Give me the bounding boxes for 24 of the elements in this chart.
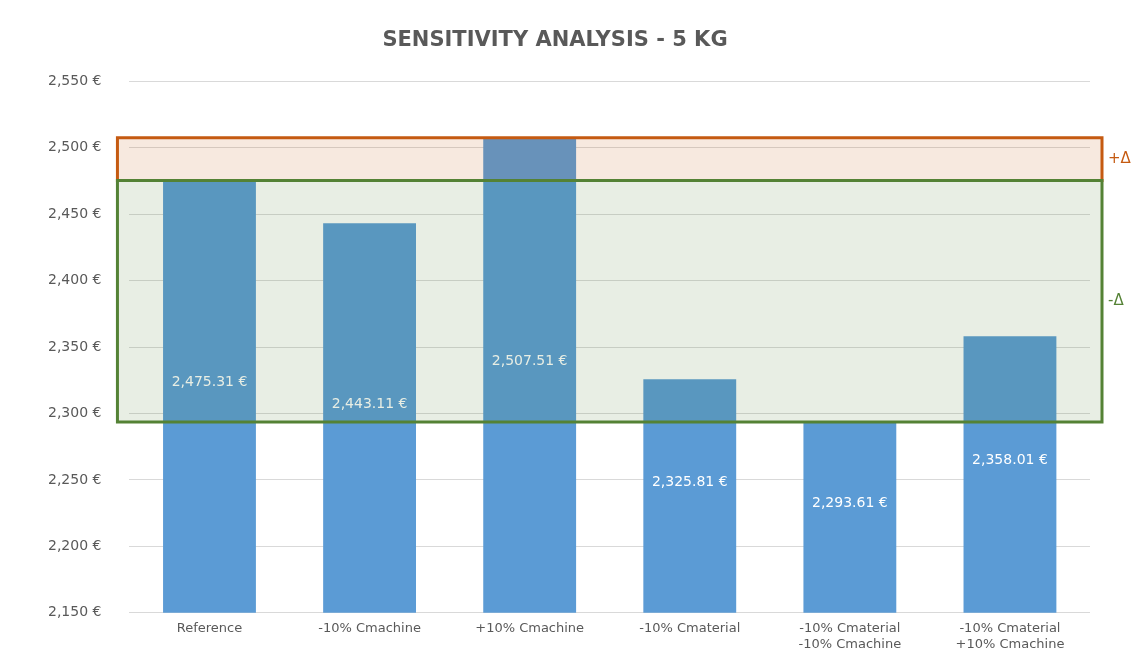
band-label: +Δ — [1108, 148, 1132, 167]
y-tick-label: 2,550 € — [48, 71, 102, 88]
y-tick-label: 2,300 € — [48, 404, 102, 421]
data-label: 2,358.01 € — [972, 451, 1048, 468]
x-tick-label: -10% Cmaterial -10% Cmachine — [798, 619, 902, 651]
x-tick-label: -10% Cmaterial — [639, 619, 741, 635]
y-tick-label: 2,350 € — [48, 337, 102, 354]
data-label: 2,293.61 € — [812, 494, 888, 511]
data-label: 2,325.81 € — [651, 472, 728, 489]
y-tick-label: 2,200 € — [48, 536, 102, 553]
y-tick-label: 2,450 € — [48, 204, 102, 221]
x-tick-label: -10% Cmaterial +10% Cmachine — [955, 619, 1065, 651]
data-label: 2,475.31 € — [171, 373, 248, 390]
band-label: -Δ — [1108, 291, 1125, 310]
x-tick-label: Reference — [176, 619, 243, 635]
y-tick-label: 2,500 € — [48, 138, 102, 155]
data-label: 2,443.11 € — [331, 394, 408, 411]
x-tick-label: +10% Cmachine — [475, 619, 585, 635]
y-tick-label: 2,400 € — [48, 271, 102, 288]
data-label: 2,507.51 € — [491, 351, 568, 368]
chart-title: SENSITIVITY ANALYSIS - 5 KG — [382, 27, 728, 52]
y-tick-label: 2,250 € — [48, 470, 102, 487]
x-tick-label: -10% Cmachine — [318, 619, 421, 635]
y-tick-label: 2,150 € — [48, 603, 102, 620]
